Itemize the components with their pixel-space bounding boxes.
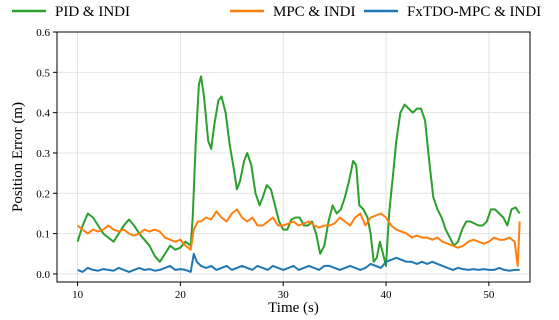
legend-label: FxTDO-MPC & INDI [407, 4, 541, 20]
y-tick-label: 0.5 [36, 67, 50, 79]
legend: PID & INDI MPC & INDI FxTDO-MPC & INDI [12, 4, 541, 20]
legend-entry: PID & INDI [12, 4, 130, 20]
y-tick-label: 0.4 [36, 108, 50, 120]
legend-label: MPC & INDI [273, 4, 356, 20]
axis-ticks: 10 20 30 40 50 0.0 0.1 0.2 0.3 0.4 0.5 0.6 [36, 27, 495, 301]
legend-entry: FxTDO-MPC & INDI [364, 4, 541, 20]
x-tick-label: 20 [175, 289, 187, 301]
y-axis-title: Position Error (m) [10, 102, 26, 212]
y-tick-label: 0.6 [36, 27, 50, 39]
x-tick-label: 50 [483, 289, 495, 301]
y-tick-label: 0.3 [36, 148, 50, 160]
legend-label: PID & INDI [55, 4, 130, 20]
y-tick-label: 0.1 [36, 229, 50, 241]
x-tick-label: 10 [72, 289, 84, 301]
x-tick-label: 30 [278, 289, 290, 301]
series-line-1 [76, 208, 521, 267]
series-layer [76, 75, 521, 273]
x-axis-title: Time (s) [268, 300, 319, 316]
legend-entry: MPC & INDI [230, 4, 356, 20]
y-tick-label: 0.0 [36, 269, 50, 281]
grid [57, 31, 530, 282]
y-tick-label: 0.2 [36, 188, 50, 200]
x-tick-label: 40 [381, 289, 393, 301]
plot-frame [56, 31, 531, 283]
series-line-2 [77, 252, 520, 273]
series-line-0 [76, 75, 521, 267]
